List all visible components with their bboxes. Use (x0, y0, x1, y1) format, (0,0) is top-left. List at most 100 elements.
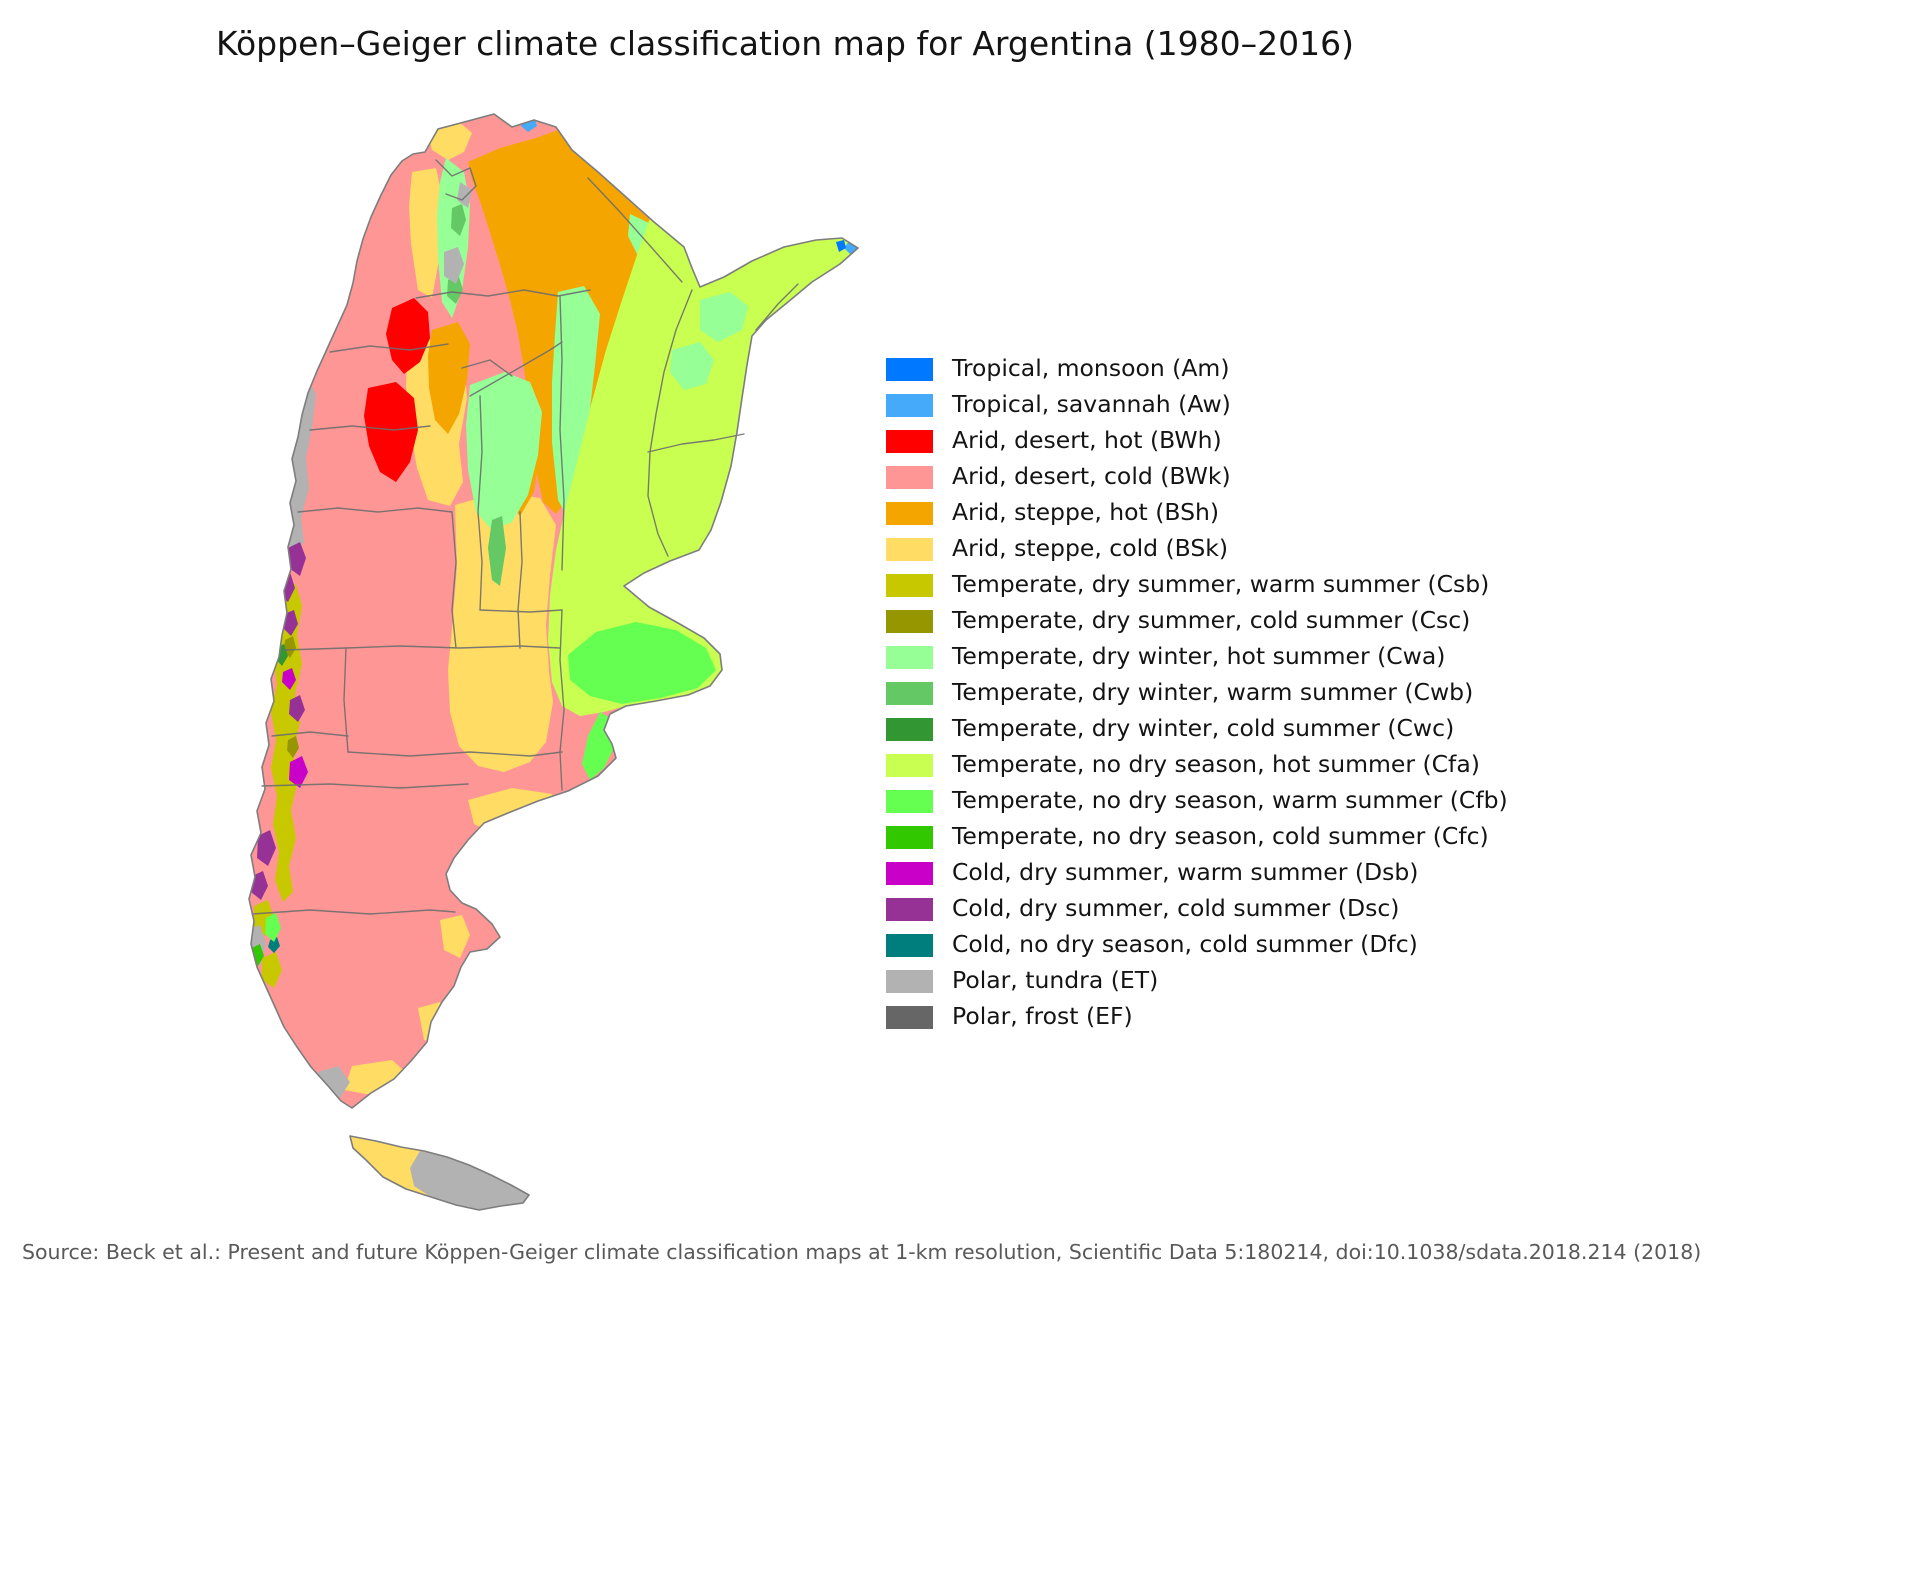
region-cwa-santiago (552, 286, 600, 522)
region-bwh-south (364, 382, 418, 482)
legend-color-swatch (886, 645, 933, 669)
source-note: Source: Beck et al.: Present and future … (22, 1240, 1702, 1264)
province-border (283, 645, 561, 651)
legend-color-swatch (886, 861, 933, 885)
region-csc-spot-1 (284, 636, 296, 658)
legend-item-aw: Tropical, savannah (Aw) (886, 387, 1508, 423)
legend-item-bwh: Arid, desert, hot (BWh) (886, 423, 1508, 459)
region-bwh-north (386, 298, 430, 374)
legend-color-swatch (886, 501, 933, 525)
province-border (347, 751, 563, 757)
country-outline (248, 113, 859, 1109)
legend-item-label: Cold, no dry season, cold summer (Dfc) (952, 930, 1418, 959)
legend-item-label: Tropical, savannah (Aw) (952, 390, 1231, 419)
legend-item-label: Cold, dry summer, cold summer (Dsc) (952, 894, 1400, 923)
region-am-misiones-spot (836, 240, 846, 252)
legend-color-swatch (886, 897, 933, 921)
page-title: Köppen–Geiger climate classification map… (215, 24, 1355, 63)
legend-item-label: Arid, steppe, hot (BSh) (952, 498, 1220, 527)
region-csb-andes-strip (271, 584, 302, 902)
region-ef-speck (249, 1004, 256, 1022)
legend-item-label: Temperate, dry winter, cold summer (Cwc) (952, 714, 1455, 743)
region-dsc-spot-1 (288, 542, 306, 576)
legend-item-cfb: Temperate, no dry season, warm summer (C… (886, 783, 1508, 819)
tierra-del-fuego-regions (350, 1136, 529, 1210)
legend-item-cwc: Temperate, dry winter, cold summer (Cwc) (886, 711, 1508, 747)
legend-item-bsk: Arid, steppe, cold (BSk) (886, 531, 1508, 567)
legend-color-swatch (886, 609, 933, 633)
legend-color-swatch (886, 1005, 933, 1029)
province-border (755, 283, 799, 331)
province-border (479, 609, 563, 613)
legend-color-swatch (886, 717, 933, 741)
province-border (435, 159, 477, 201)
legend-color-swatch (886, 537, 933, 561)
legend-item-cwa: Temperate, dry winter, hot summer (Cwa) (886, 639, 1508, 675)
legend-item-label: Polar, tundra (ET) (952, 966, 1159, 995)
province-border (469, 341, 563, 397)
region-cfb-andes-1 (265, 913, 281, 942)
legend-item-csb: Temperate, dry summer, warm summer (Csb) (886, 567, 1508, 603)
legend-item-label: Arid, steppe, cold (BSk) (952, 534, 1229, 563)
legend-item-bwk: Arid, desert, cold (BWk) (886, 459, 1508, 495)
tierra-del-fuego-outline (349, 1135, 530, 1211)
legend-item-label: Tropical, monsoon (Am) (952, 354, 1230, 383)
legend-color-swatch (886, 573, 933, 597)
region-et-puna-1 (444, 247, 464, 284)
legend-item-ef: Polar, frost (EF) (886, 999, 1508, 1035)
region-dfc-speck (268, 937, 280, 953)
province-border (587, 177, 683, 283)
legend-item-et: Polar, tundra (ET) (886, 963, 1508, 999)
legend-item-label: Cold, dry summer, warm summer (Dsb) (952, 858, 1419, 887)
province-border (343, 647, 349, 753)
region-dsb-spot-2 (282, 668, 296, 690)
legend-color-swatch (886, 789, 933, 813)
legend-item-cwb: Temperate, dry winter, warm summer (Cwb) (886, 675, 1508, 711)
region-bsh-west-patch (428, 322, 470, 434)
region-cfc-spot-2 (249, 1036, 258, 1058)
region-dsb-spot-1 (289, 756, 308, 788)
legend-color-swatch (886, 969, 933, 993)
region-cwb-nw-spot-2 (447, 274, 463, 304)
region-et-south-2 (249, 992, 262, 1036)
region-cwa-corrientes-2 (670, 342, 714, 390)
legend-item-label: Polar, frost (EF) (952, 1002, 1133, 1031)
region-bsk-central-band (448, 492, 556, 772)
province-border (647, 433, 745, 453)
legend-color-swatch (886, 357, 933, 381)
legend-item-cfc: Temperate, no dry season, cold summer (C… (886, 819, 1508, 855)
legend-color-swatch (886, 753, 933, 777)
province-border (477, 395, 483, 611)
region-et-south-3 (250, 1048, 270, 1084)
province-border (451, 511, 457, 649)
region-dsc-spot-6 (289, 695, 305, 722)
legend-item-label: Temperate, no dry season, warm summer (C… (952, 786, 1508, 815)
legend-item-am: Tropical, monsoon (Am) (886, 351, 1508, 387)
legend: Tropical, monsoon (Am) Tropical, savanna… (886, 351, 1508, 1035)
province-border (647, 289, 693, 557)
province-border (297, 507, 453, 513)
legend-item-label: Temperate, dry summer, warm summer (Csb) (952, 570, 1490, 599)
province-border (261, 783, 469, 789)
region-cfb-andes-2 (257, 1001, 273, 1030)
legend-color-swatch (886, 825, 933, 849)
province-border (559, 295, 565, 571)
legend-color-swatch (886, 393, 933, 417)
legend-item-dsc: Cold, dry summer, cold summer (Dsc) (886, 891, 1508, 927)
region-et-puna-2 (457, 182, 472, 208)
region-cfb-south-buenosaires (568, 622, 716, 704)
legend-item-dfc: Cold, no dry season, cold summer (Dfc) (886, 927, 1508, 963)
legend-item-label: Arid, desert, hot (BWh) (952, 426, 1222, 455)
region-bsk-west-strip (409, 168, 444, 298)
region-csb-south-spot-2 (262, 952, 282, 988)
province-border (559, 609, 565, 791)
legend-item-csc: Temperate, dry summer, cold summer (Csc) (886, 603, 1508, 639)
region-bsk-chubut-coast (440, 915, 470, 958)
province-border (309, 425, 431, 431)
region-cwb-nw-spot-1 (451, 204, 466, 236)
province-border (271, 731, 349, 737)
legend-color-swatch (886, 933, 933, 957)
legend-item-cfa: Temperate, no dry season, hot summer (Cf… (886, 747, 1508, 783)
legend-item-label: Temperate, no dry season, cold summer (C… (952, 822, 1489, 851)
